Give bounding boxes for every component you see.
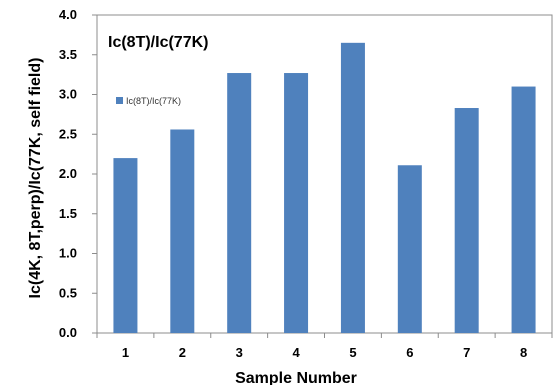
bar xyxy=(454,108,479,333)
bar xyxy=(397,165,422,333)
x-tick-label: 6 xyxy=(406,345,413,360)
bar-series xyxy=(113,42,536,333)
x-tick-label: 4 xyxy=(292,345,300,360)
bar xyxy=(170,129,195,333)
x-tick-label: 7 xyxy=(463,345,470,360)
y-tick-label: 3.5 xyxy=(59,47,77,62)
y-tick-label: 2.5 xyxy=(59,126,77,141)
bar xyxy=(511,86,536,333)
y-tick-label: 0.0 xyxy=(59,325,77,340)
y-tick-label: 3.0 xyxy=(59,87,77,102)
y-axis: 0.0 0.5 1.0 1.5 2.0 2.5 3.0 3.5 4.0 xyxy=(59,7,97,340)
legend: Ic(8T)/Ic(77K) xyxy=(116,96,181,106)
y-tick-label: 0.5 xyxy=(59,285,77,300)
legend-swatch xyxy=(116,97,123,104)
bar xyxy=(284,73,309,333)
y-tick-label: 2.0 xyxy=(59,166,77,181)
bar xyxy=(227,73,252,333)
bar xyxy=(113,158,138,333)
y-tick-label: 1.5 xyxy=(59,206,77,221)
x-tick-label: 5 xyxy=(349,345,356,360)
x-axis-label: Sample Number xyxy=(235,370,357,385)
x-tick-label: 3 xyxy=(236,345,243,360)
y-axis-label: Ic(4K, 8T,perp)/Ic(77K, self field) xyxy=(27,58,44,299)
plot-area xyxy=(96,14,553,334)
legend-label: Ic(8T)/Ic(77K) xyxy=(126,96,181,106)
bar xyxy=(340,42,365,333)
x-axis: 1 2 3 4 5 6 7 8 xyxy=(96,333,553,360)
x-tick-label: 2 xyxy=(179,345,186,360)
y-tick-label: 4.0 xyxy=(59,7,77,22)
chart-title: Ic(8T)/Ic(77K) xyxy=(108,34,208,51)
y-tick-label: 1.0 xyxy=(59,246,77,261)
x-tick-label: 8 xyxy=(520,345,527,360)
x-tick-label: 1 xyxy=(122,345,129,360)
